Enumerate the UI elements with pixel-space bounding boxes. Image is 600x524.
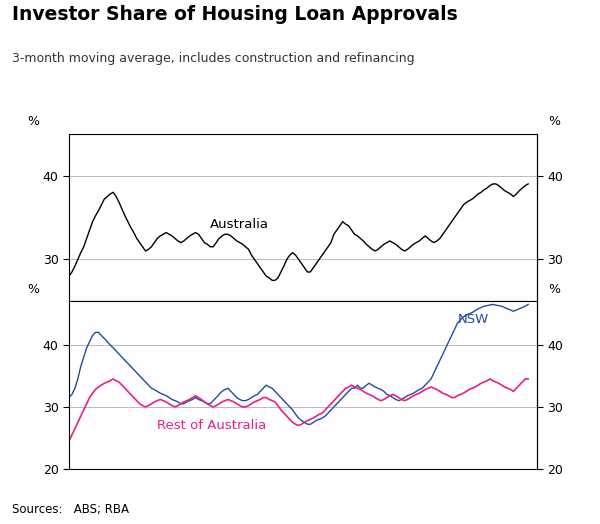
Text: 3-month moving average, includes construction and refinancing: 3-month moving average, includes constru… bbox=[12, 52, 415, 66]
Text: Sources:   ABS; RBA: Sources: ABS; RBA bbox=[12, 503, 129, 516]
Text: Australia: Australia bbox=[210, 217, 269, 231]
Text: NSW: NSW bbox=[458, 313, 489, 326]
Text: %: % bbox=[548, 115, 560, 128]
Text: Investor Share of Housing Loan Approvals: Investor Share of Housing Loan Approvals bbox=[12, 5, 458, 24]
Text: Rest of Australia: Rest of Australia bbox=[157, 419, 266, 432]
Text: %: % bbox=[28, 283, 40, 296]
Text: %: % bbox=[548, 283, 560, 296]
Text: %: % bbox=[28, 115, 40, 128]
